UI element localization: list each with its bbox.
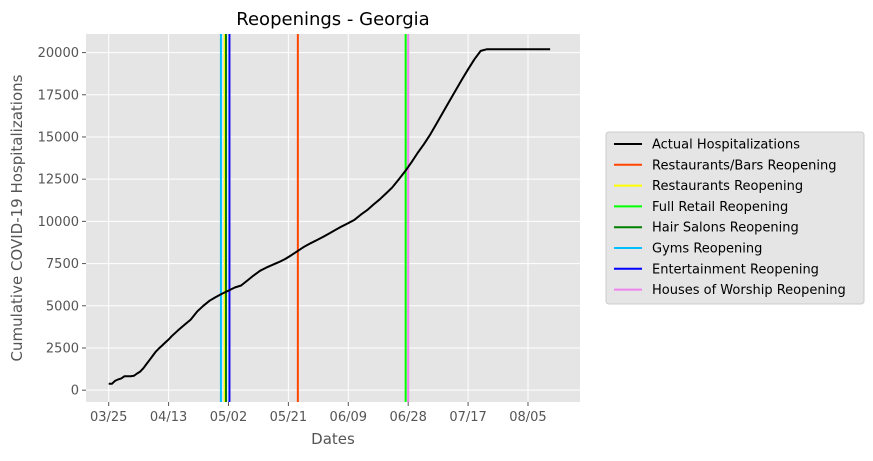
- legend: Actual Hospitalizations Restaurants/Bars …: [605, 131, 865, 305]
- x-tick-label: 07/17: [449, 410, 486, 425]
- series-layer: [108, 48, 551, 385]
- y-tick-label: 15000: [38, 130, 79, 145]
- y-axis-label: Cumulative COVID-19 Hospitalizations: [8, 74, 26, 361]
- x-tick-label: 04/13: [150, 410, 187, 425]
- x-tick-label: 05/21: [270, 410, 307, 425]
- y-tick-label: 5000: [46, 299, 79, 314]
- x-tick-label: 06/09: [330, 410, 367, 425]
- y-tick-label: 7500: [46, 257, 79, 272]
- legend-label: Houses of Worship Reopening: [652, 283, 846, 298]
- legend-label: Entertainment Reopening: [652, 262, 819, 277]
- x-tick-label: 05/02: [210, 410, 247, 425]
- legend-label: Restaurants Reopening: [652, 179, 803, 194]
- legend-label: Hair Salons Reopening: [652, 221, 799, 236]
- legend-box: [605, 131, 865, 305]
- legend-label: Gyms Reopening: [652, 242, 762, 257]
- y-tick-label: 12500: [38, 173, 79, 188]
- x-tick-label: 06/28: [389, 410, 426, 425]
- legend-label: Full Retail Reopening: [652, 200, 788, 215]
- chart-title: Reopenings - Georgia: [236, 9, 429, 30]
- x-tick-label: 03/25: [90, 410, 127, 425]
- x-axis-ticks: 03/25 04/13 05/02 05/21 06/09 06/28 07/17 08/05: [90, 402, 547, 425]
- y-tick-label: 2500: [46, 341, 79, 356]
- reopening-lines: [219, 34, 410, 402]
- legend-label: Actual Hospitalizations: [652, 138, 800, 153]
- y-tick-label: 0: [71, 384, 79, 399]
- y-tick-label: 20000: [38, 46, 79, 61]
- y-axis-ticks: 0 2500 5000 7500 10000 12500 15000 17500 20000: [38, 46, 86, 399]
- x-axis-label: Dates: [311, 430, 355, 448]
- legend-label: Restaurants/Bars Reopening: [652, 158, 836, 173]
- series-line-actual-hospitalizations: [108, 48, 551, 385]
- y-tick-label: 10000: [38, 215, 79, 230]
- x-tick-label: 08/05: [509, 410, 546, 425]
- y-tick-label: 17500: [38, 88, 79, 103]
